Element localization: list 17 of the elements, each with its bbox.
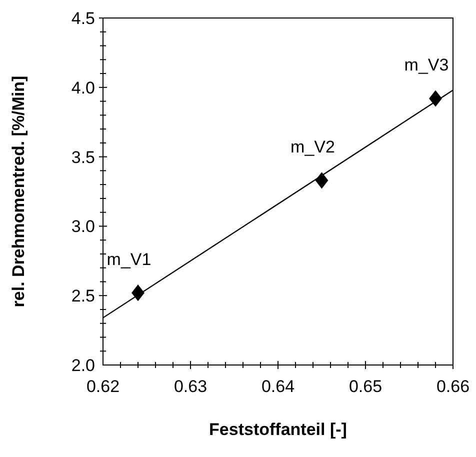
annotation: m_V1 <box>106 250 152 269</box>
y-tick-label: 2.5 <box>71 286 95 306</box>
x-axis-title: Feststoffanteil [-] <box>209 420 347 439</box>
x-tick-label: 0.62 <box>86 377 120 396</box>
point <box>315 172 328 189</box>
x-tick-label: 0.64 <box>261 377 295 396</box>
annotation: m_V2 <box>290 137 335 156</box>
x-tick-label: 0.63 <box>174 377 208 396</box>
y-tick-label: 2.0 <box>71 356 95 375</box>
y-axis-title: rel. Drehmomentred. [%/Min] <box>9 76 28 308</box>
x-tick-label: 0.65 <box>348 377 382 396</box>
x-tick-label: 0.66 <box>436 377 470 396</box>
y-tick-label: 4.0 <box>71 78 95 98</box>
y-tick-label: 3.0 <box>71 217 95 236</box>
y-tick-label: 3.5 <box>71 148 95 167</box>
y-tick-label: 4.5 <box>71 9 95 28</box>
annotation: m_V3 <box>404 56 449 75</box>
